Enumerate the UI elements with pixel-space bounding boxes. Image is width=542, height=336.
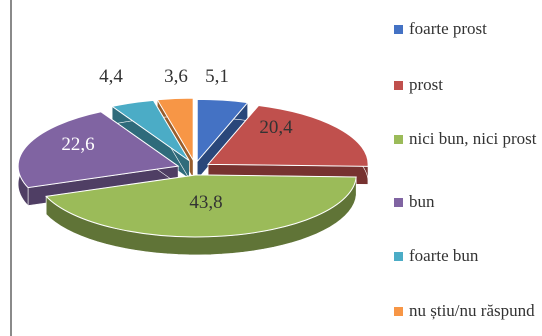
pie-slice-2 bbox=[45, 174, 357, 256]
legend-swatch-4 bbox=[394, 252, 403, 261]
pie-chart: 5,1 20,4 43,8 22,6 4,4 3,6 bbox=[17, 66, 369, 256]
legend-swatch-2 bbox=[394, 135, 403, 144]
data-label-0: 5,1 bbox=[205, 66, 229, 87]
data-label-4: 4,4 bbox=[99, 66, 123, 87]
pie-slice-0 bbox=[196, 98, 249, 181]
pie-slice-top-3 bbox=[17, 111, 180, 189]
pie-slice-top-5 bbox=[156, 97, 194, 162]
pie-slice-top-2 bbox=[45, 174, 357, 238]
legend-label-1: prost bbox=[409, 75, 443, 94]
data-label-2: 43,8 bbox=[189, 192, 222, 213]
legend-label-3: bun bbox=[409, 192, 435, 211]
data-label-5: 3,6 bbox=[164, 66, 188, 87]
legend-item-2: nici bun, nici prost bbox=[394, 128, 542, 150]
legend-swatch-5 bbox=[394, 307, 403, 316]
legend-swatch-0 bbox=[394, 25, 403, 34]
legend-item-5: nu știu/nu răspund bbox=[394, 300, 542, 322]
data-label-1: 20,4 bbox=[259, 117, 293, 138]
legend-swatch-1 bbox=[394, 81, 403, 90]
legend-label-5: nu știu/nu răspund bbox=[409, 301, 535, 320]
legend-item-0: foarte prost bbox=[394, 18, 542, 40]
data-label-3: 22,6 bbox=[61, 134, 94, 155]
pie-slice-top-4 bbox=[110, 99, 190, 162]
pie-slice-3 bbox=[17, 111, 180, 207]
legend-swatch-3 bbox=[394, 198, 403, 207]
pie-slice-4 bbox=[110, 99, 190, 180]
pie-slice-top-0 bbox=[196, 98, 249, 163]
legend-label-4: foarte bun bbox=[409, 246, 479, 265]
chart-left-border bbox=[10, 0, 12, 336]
pie-slice-top-1 bbox=[207, 104, 369, 167]
legend-label-0: foarte prost bbox=[409, 19, 487, 38]
legend-label-2: nici bun, nici prost bbox=[409, 129, 537, 148]
legend-item-3: bun bbox=[394, 191, 542, 213]
legend-item-4: foarte bun bbox=[394, 245, 542, 267]
legend-item-1: prost bbox=[394, 74, 542, 96]
